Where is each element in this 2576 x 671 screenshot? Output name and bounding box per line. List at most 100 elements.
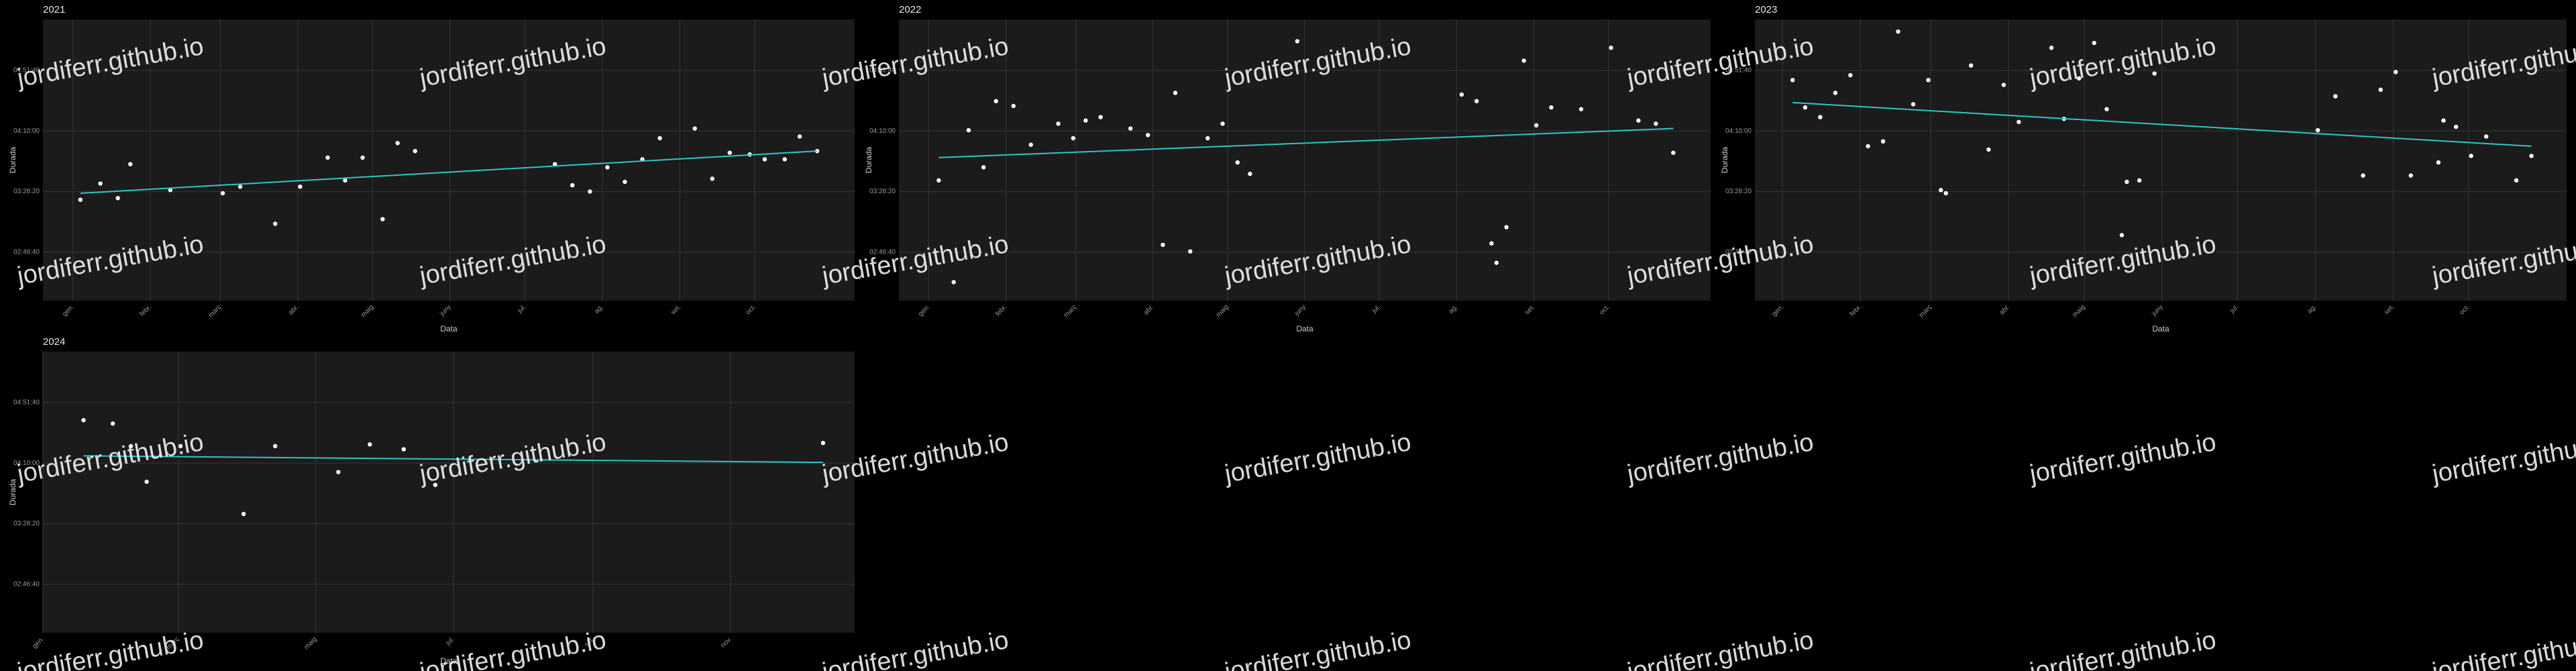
point: [588, 189, 592, 194]
x-axis-title: Data: [440, 324, 458, 333]
panel-title: 2023: [1755, 4, 1777, 15]
point: [1880, 139, 1886, 144]
point: [1205, 136, 1210, 141]
point: [241, 511, 246, 517]
panel-title: 2022: [899, 4, 921, 15]
panel-title: 2024: [43, 336, 65, 348]
point: [1235, 160, 1240, 165]
point: [380, 217, 385, 221]
point: [2436, 160, 2441, 165]
point: [2483, 134, 2489, 139]
point: [272, 444, 278, 449]
point: [1295, 39, 1300, 44]
point: [1968, 63, 1974, 68]
point: [1161, 242, 1165, 248]
x-axis-title: Data: [1296, 324, 1313, 333]
point: [727, 150, 733, 155]
panel-background: [1755, 19, 2567, 301]
trend-line: [83, 455, 823, 464]
point: [1549, 105, 1554, 110]
y-tick-label: 02:46:40: [1725, 248, 1752, 256]
x-axis-title: Data: [440, 656, 458, 666]
point: [81, 418, 86, 423]
point: [1654, 121, 1658, 126]
point: [605, 165, 610, 170]
y-axis-title: Durada: [8, 478, 17, 505]
y-tick-label: 02:46:40: [13, 580, 40, 588]
point: [1534, 123, 1539, 128]
point: [78, 197, 83, 202]
y-tick-label: 04:51:40: [1725, 66, 1752, 74]
point: [2469, 154, 2473, 158]
point: [1474, 99, 1479, 103]
point: [1489, 241, 1494, 246]
point: [1986, 147, 1991, 152]
point: [1636, 118, 1641, 123]
x-axis-title: Data: [2152, 324, 2169, 333]
y-tick-label: 04:10:00: [13, 460, 40, 467]
point: [1926, 78, 1931, 83]
point: [1056, 121, 1061, 126]
point: [1803, 105, 1808, 110]
point: [1173, 91, 1178, 95]
point: [298, 185, 303, 189]
point: [994, 99, 998, 103]
panel-background: [43, 19, 855, 301]
point: [820, 440, 826, 446]
point: [2514, 178, 2519, 183]
y-tick-label: 04:51:40: [13, 399, 40, 406]
point: [2333, 94, 2338, 99]
point: [936, 178, 941, 183]
point: [1145, 133, 1150, 138]
y-axis-title: Durada: [8, 146, 17, 173]
point: [966, 127, 971, 133]
point: [144, 479, 149, 484]
point: [1028, 142, 1033, 147]
point: [2137, 178, 2142, 183]
point: [1071, 136, 1076, 141]
point: [1098, 115, 1103, 119]
point: [433, 482, 438, 487]
point: [237, 185, 243, 189]
point: [2394, 70, 2398, 74]
point: [2125, 179, 2129, 185]
panel-background: [43, 352, 855, 633]
point: [2361, 173, 2365, 178]
y-axis-title: Durada: [864, 146, 873, 173]
point: [220, 191, 225, 196]
point: [336, 470, 341, 474]
point: [2001, 83, 2006, 87]
y-tick-label: 02:46:40: [13, 248, 40, 256]
point: [1818, 115, 1823, 119]
point: [623, 179, 627, 185]
point: [1578, 107, 1584, 111]
point: [2152, 71, 2157, 76]
point: [2017, 119, 2021, 124]
point: [1011, 103, 1016, 109]
point: [1504, 225, 1509, 229]
point: [951, 280, 956, 285]
point: [570, 183, 575, 188]
point: [1790, 78, 1795, 83]
point: [1943, 191, 1948, 196]
point: [110, 421, 115, 426]
point: [1521, 58, 1526, 63]
trend-line: [1792, 101, 2532, 147]
point: [273, 221, 278, 226]
point: [178, 444, 183, 449]
point: [2315, 127, 2320, 133]
point: [1220, 121, 1225, 126]
point: [1248, 171, 1252, 176]
y-tick-label: 04:10:00: [13, 127, 40, 135]
y-tick-label: 03:28:20: [1725, 188, 1752, 195]
point: [168, 188, 173, 193]
point: [1671, 150, 1676, 155]
point: [2529, 154, 2534, 158]
y-axis-title: Durada: [1720, 146, 1729, 173]
y-tick-label: 04:10:00: [1725, 127, 1752, 135]
point: [1188, 249, 1193, 254]
point: [1083, 118, 1088, 123]
